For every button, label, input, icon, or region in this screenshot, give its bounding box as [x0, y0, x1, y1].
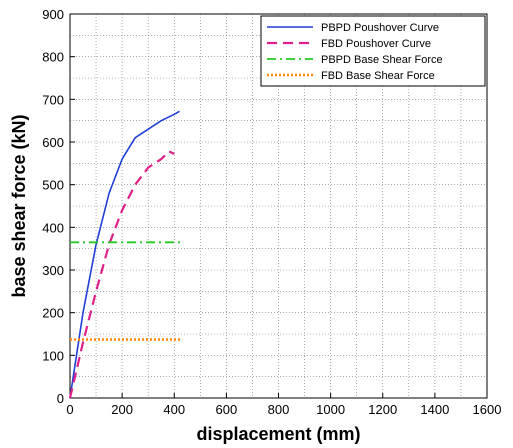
- x-tick-label: 1600: [473, 402, 502, 417]
- series-line-1: [69, 110, 180, 399]
- series-group: [68, 110, 183, 399]
- y-tick-label: 500: [42, 178, 64, 193]
- y-tick-label: 400: [42, 220, 64, 235]
- legend-label: PBPD Base Shear Force: [321, 54, 443, 66]
- x-tick-label: 1200: [368, 402, 397, 417]
- y-tick-label: 300: [42, 263, 64, 278]
- axis-ticks: 0 200 400 600 800 1000 1200 1400 1600 0 100 200 300 4…: [42, 7, 501, 417]
- x-tick-label: 200: [111, 402, 133, 417]
- x-tick-label: 1000: [316, 402, 345, 417]
- y-tick-label: 700: [42, 92, 64, 107]
- y-tick-label: 100: [42, 348, 64, 363]
- legend-label: PBPD Poushover Curve: [321, 22, 439, 34]
- x-tick-label: 1400: [420, 402, 449, 417]
- y-tick-label: 600: [42, 135, 64, 150]
- x-tick-label: 800: [268, 402, 290, 417]
- legend-label: FBD Poushover Curve: [321, 38, 431, 50]
- series-line-2: [68, 150, 175, 399]
- y-tick-label: 0: [57, 391, 64, 406]
- x-axis-title: displacement (mm): [196, 424, 360, 444]
- y-tick-label: 800: [42, 50, 64, 65]
- x-tick-label: 600: [216, 402, 238, 417]
- x-tick-label: 400: [163, 402, 185, 417]
- legend-label: FBD Base Shear Force: [321, 70, 435, 82]
- y-tick-label: 900: [42, 7, 64, 22]
- legend: PBPD Poushover Curve FBD Poushover Curve P…: [260, 15, 486, 87]
- x-tick-label: 0: [66, 402, 73, 417]
- y-tick-label: 200: [42, 306, 64, 321]
- y-axis-title: base shear force (kN): [9, 114, 29, 297]
